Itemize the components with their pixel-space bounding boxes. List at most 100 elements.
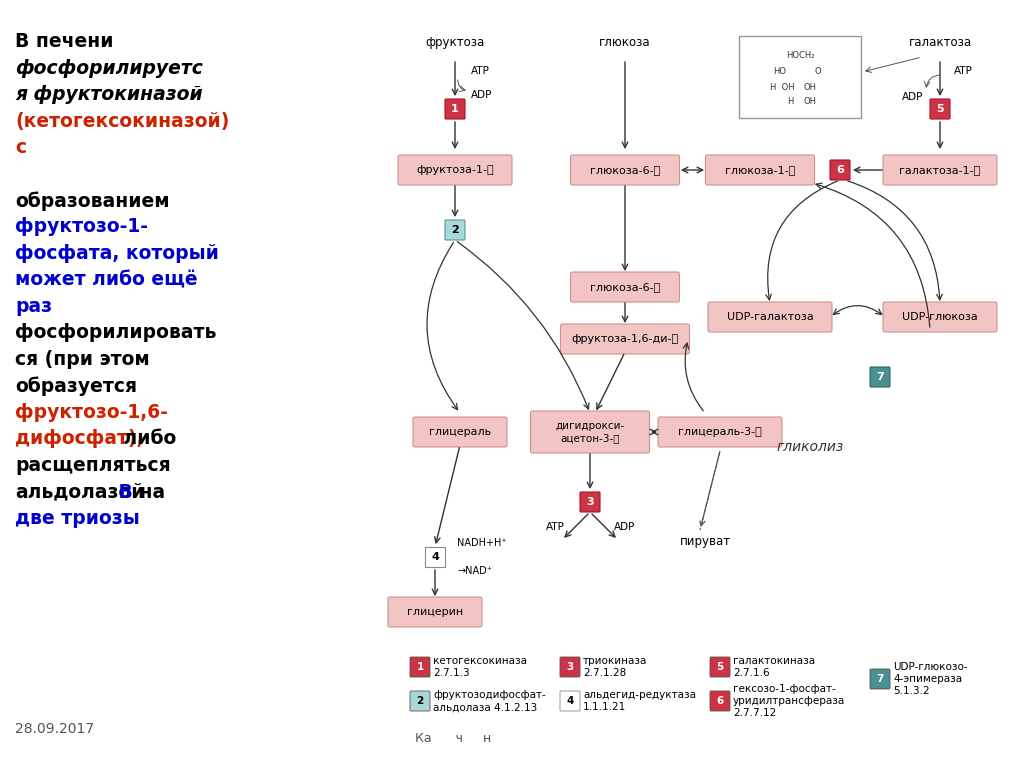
Text: гексозо-1-фосфат-
уридилтрансфераза
2.7.7.12: гексозо-1-фосфат- уридилтрансфераза 2.7.…	[733, 683, 845, 719]
Text: ATP: ATP	[471, 66, 489, 76]
Text: 6: 6	[836, 165, 844, 175]
Text: ADP: ADP	[471, 90, 493, 100]
Text: O: O	[815, 67, 821, 77]
Text: расщепляться: расщепляться	[15, 456, 171, 475]
Text: 4: 4	[431, 552, 439, 562]
Text: OH: OH	[804, 83, 816, 91]
Text: ADP: ADP	[902, 92, 924, 102]
FancyBboxPatch shape	[388, 597, 482, 627]
FancyBboxPatch shape	[870, 367, 890, 387]
FancyBboxPatch shape	[883, 302, 997, 332]
FancyBboxPatch shape	[710, 691, 730, 711]
Text: HO: HO	[773, 67, 786, 77]
FancyBboxPatch shape	[739, 36, 861, 118]
Text: UDP-глюкоза: UDP-глюкоза	[902, 312, 978, 322]
FancyBboxPatch shape	[830, 160, 850, 180]
Text: 5: 5	[936, 104, 944, 114]
Text: ATP: ATP	[546, 522, 564, 532]
Text: может либо ещё: может либо ещё	[15, 271, 198, 289]
FancyBboxPatch shape	[570, 272, 680, 302]
Text: фруктозо-1-: фруктозо-1-	[15, 218, 148, 236]
FancyBboxPatch shape	[410, 657, 430, 677]
Text: глицерин: глицерин	[407, 607, 463, 617]
Text: В: В	[112, 482, 139, 502]
FancyBboxPatch shape	[570, 155, 680, 185]
FancyBboxPatch shape	[530, 411, 649, 453]
Text: 2: 2	[417, 696, 424, 706]
Text: 3: 3	[586, 497, 594, 507]
Text: глицераль-3-Ⓟ: глицераль-3-Ⓟ	[678, 427, 762, 437]
Text: триокиназа
2.7.1.28: триокиназа 2.7.1.28	[583, 656, 647, 678]
Text: фруктозо-1,6-: фруктозо-1,6-	[15, 403, 168, 422]
FancyBboxPatch shape	[560, 691, 580, 711]
FancyBboxPatch shape	[706, 155, 814, 185]
Text: 3: 3	[566, 662, 573, 672]
Text: кетогексокиназа
2.7.1.3: кетогексокиназа 2.7.1.3	[433, 656, 527, 678]
Text: фосфата, который: фосфата, который	[15, 244, 219, 263]
Text: либо: либо	[117, 430, 176, 449]
Text: две триозы: две триозы	[15, 509, 139, 528]
Text: ATP: ATP	[954, 66, 973, 76]
Text: 1: 1	[452, 104, 459, 114]
Text: дифосфат),: дифосфат),	[15, 430, 143, 449]
FancyBboxPatch shape	[580, 492, 600, 512]
Text: В печени: В печени	[15, 32, 114, 51]
Text: UDP-глюкозо-
4-эпимераза
5.1.3.2: UDP-глюкозо- 4-эпимераза 5.1.3.2	[893, 662, 968, 696]
Text: с: с	[15, 138, 27, 157]
FancyBboxPatch shape	[398, 155, 512, 185]
FancyBboxPatch shape	[560, 324, 689, 354]
Text: →NAD⁺: →NAD⁺	[457, 566, 492, 576]
Text: 6: 6	[717, 696, 724, 706]
FancyBboxPatch shape	[445, 220, 465, 240]
Text: H  OH: H OH	[770, 83, 795, 91]
Text: фруктозодифосфат-
альдолаза 4.1.2.13: фруктозодифосфат- альдолаза 4.1.2.13	[433, 690, 546, 713]
Text: глюкоза-6-Ⓟ: глюкоза-6-Ⓟ	[590, 282, 660, 292]
Text: ся (при этом: ся (при этом	[15, 350, 150, 369]
FancyBboxPatch shape	[710, 657, 730, 677]
Text: галактоза-1-Ⓟ: галактоза-1-Ⓟ	[899, 165, 981, 175]
Text: глюкоза-6-Ⓟ: глюкоза-6-Ⓟ	[590, 165, 660, 175]
Text: пируват: пируват	[680, 535, 730, 548]
Text: гликолиз: гликолиз	[776, 440, 844, 454]
Text: 1: 1	[417, 662, 424, 672]
Text: 7: 7	[877, 372, 884, 382]
Text: (кетогексокиназой): (кетогексокиназой)	[15, 111, 229, 130]
Text: раз: раз	[15, 297, 52, 316]
Text: 5: 5	[717, 662, 724, 672]
Text: 7: 7	[877, 674, 884, 684]
Text: H: H	[786, 97, 794, 106]
Text: фосфорилируетс: фосфорилируетс	[15, 58, 203, 77]
Text: 2: 2	[452, 225, 459, 235]
Text: галактоза: галактоза	[908, 36, 972, 49]
Text: фруктоза-1-Ⓟ: фруктоза-1-Ⓟ	[416, 165, 494, 175]
Text: глюкоза: глюкоза	[599, 36, 651, 49]
Text: фруктоза: фруктоза	[425, 36, 484, 49]
Text: NADH+H⁺: NADH+H⁺	[457, 538, 507, 548]
Text: глицераль: глицераль	[429, 427, 492, 437]
FancyBboxPatch shape	[708, 302, 831, 332]
Text: на: на	[133, 482, 165, 502]
Text: фруктоза-1,6-ди-Ⓟ: фруктоза-1,6-ди-Ⓟ	[571, 334, 679, 344]
FancyBboxPatch shape	[870, 669, 890, 689]
FancyBboxPatch shape	[883, 155, 997, 185]
FancyBboxPatch shape	[560, 657, 580, 677]
Text: дигидрокси-
ацетон-3-Ⓟ: дигидрокси- ацетон-3-Ⓟ	[555, 421, 625, 443]
Text: 28.09.2017: 28.09.2017	[15, 722, 94, 736]
Text: альдолазой: альдолазой	[15, 482, 144, 502]
FancyBboxPatch shape	[425, 547, 445, 567]
Text: образованием: образованием	[15, 191, 170, 211]
Text: альдегид-редуктаза
1.1.1.21: альдегид-редуктаза 1.1.1.21	[583, 690, 696, 713]
Text: фосфорилировать: фосфорилировать	[15, 324, 216, 343]
Text: ADP: ADP	[614, 522, 636, 532]
Text: UDP-галактоза: UDP-галактоза	[727, 312, 813, 322]
FancyBboxPatch shape	[410, 691, 430, 711]
Text: образуется: образуется	[15, 377, 137, 396]
Text: Ка      ч     н: Ка ч н	[415, 732, 492, 746]
Text: галактокиназа
2.7.1.6: галактокиназа 2.7.1.6	[733, 656, 815, 678]
FancyBboxPatch shape	[658, 417, 782, 447]
Text: я фруктокиназой: я фруктокиназой	[15, 85, 203, 104]
Text: глюкоза-1-Ⓟ: глюкоза-1-Ⓟ	[725, 165, 795, 175]
FancyBboxPatch shape	[930, 99, 950, 119]
Text: OH: OH	[804, 97, 816, 106]
FancyBboxPatch shape	[445, 99, 465, 119]
